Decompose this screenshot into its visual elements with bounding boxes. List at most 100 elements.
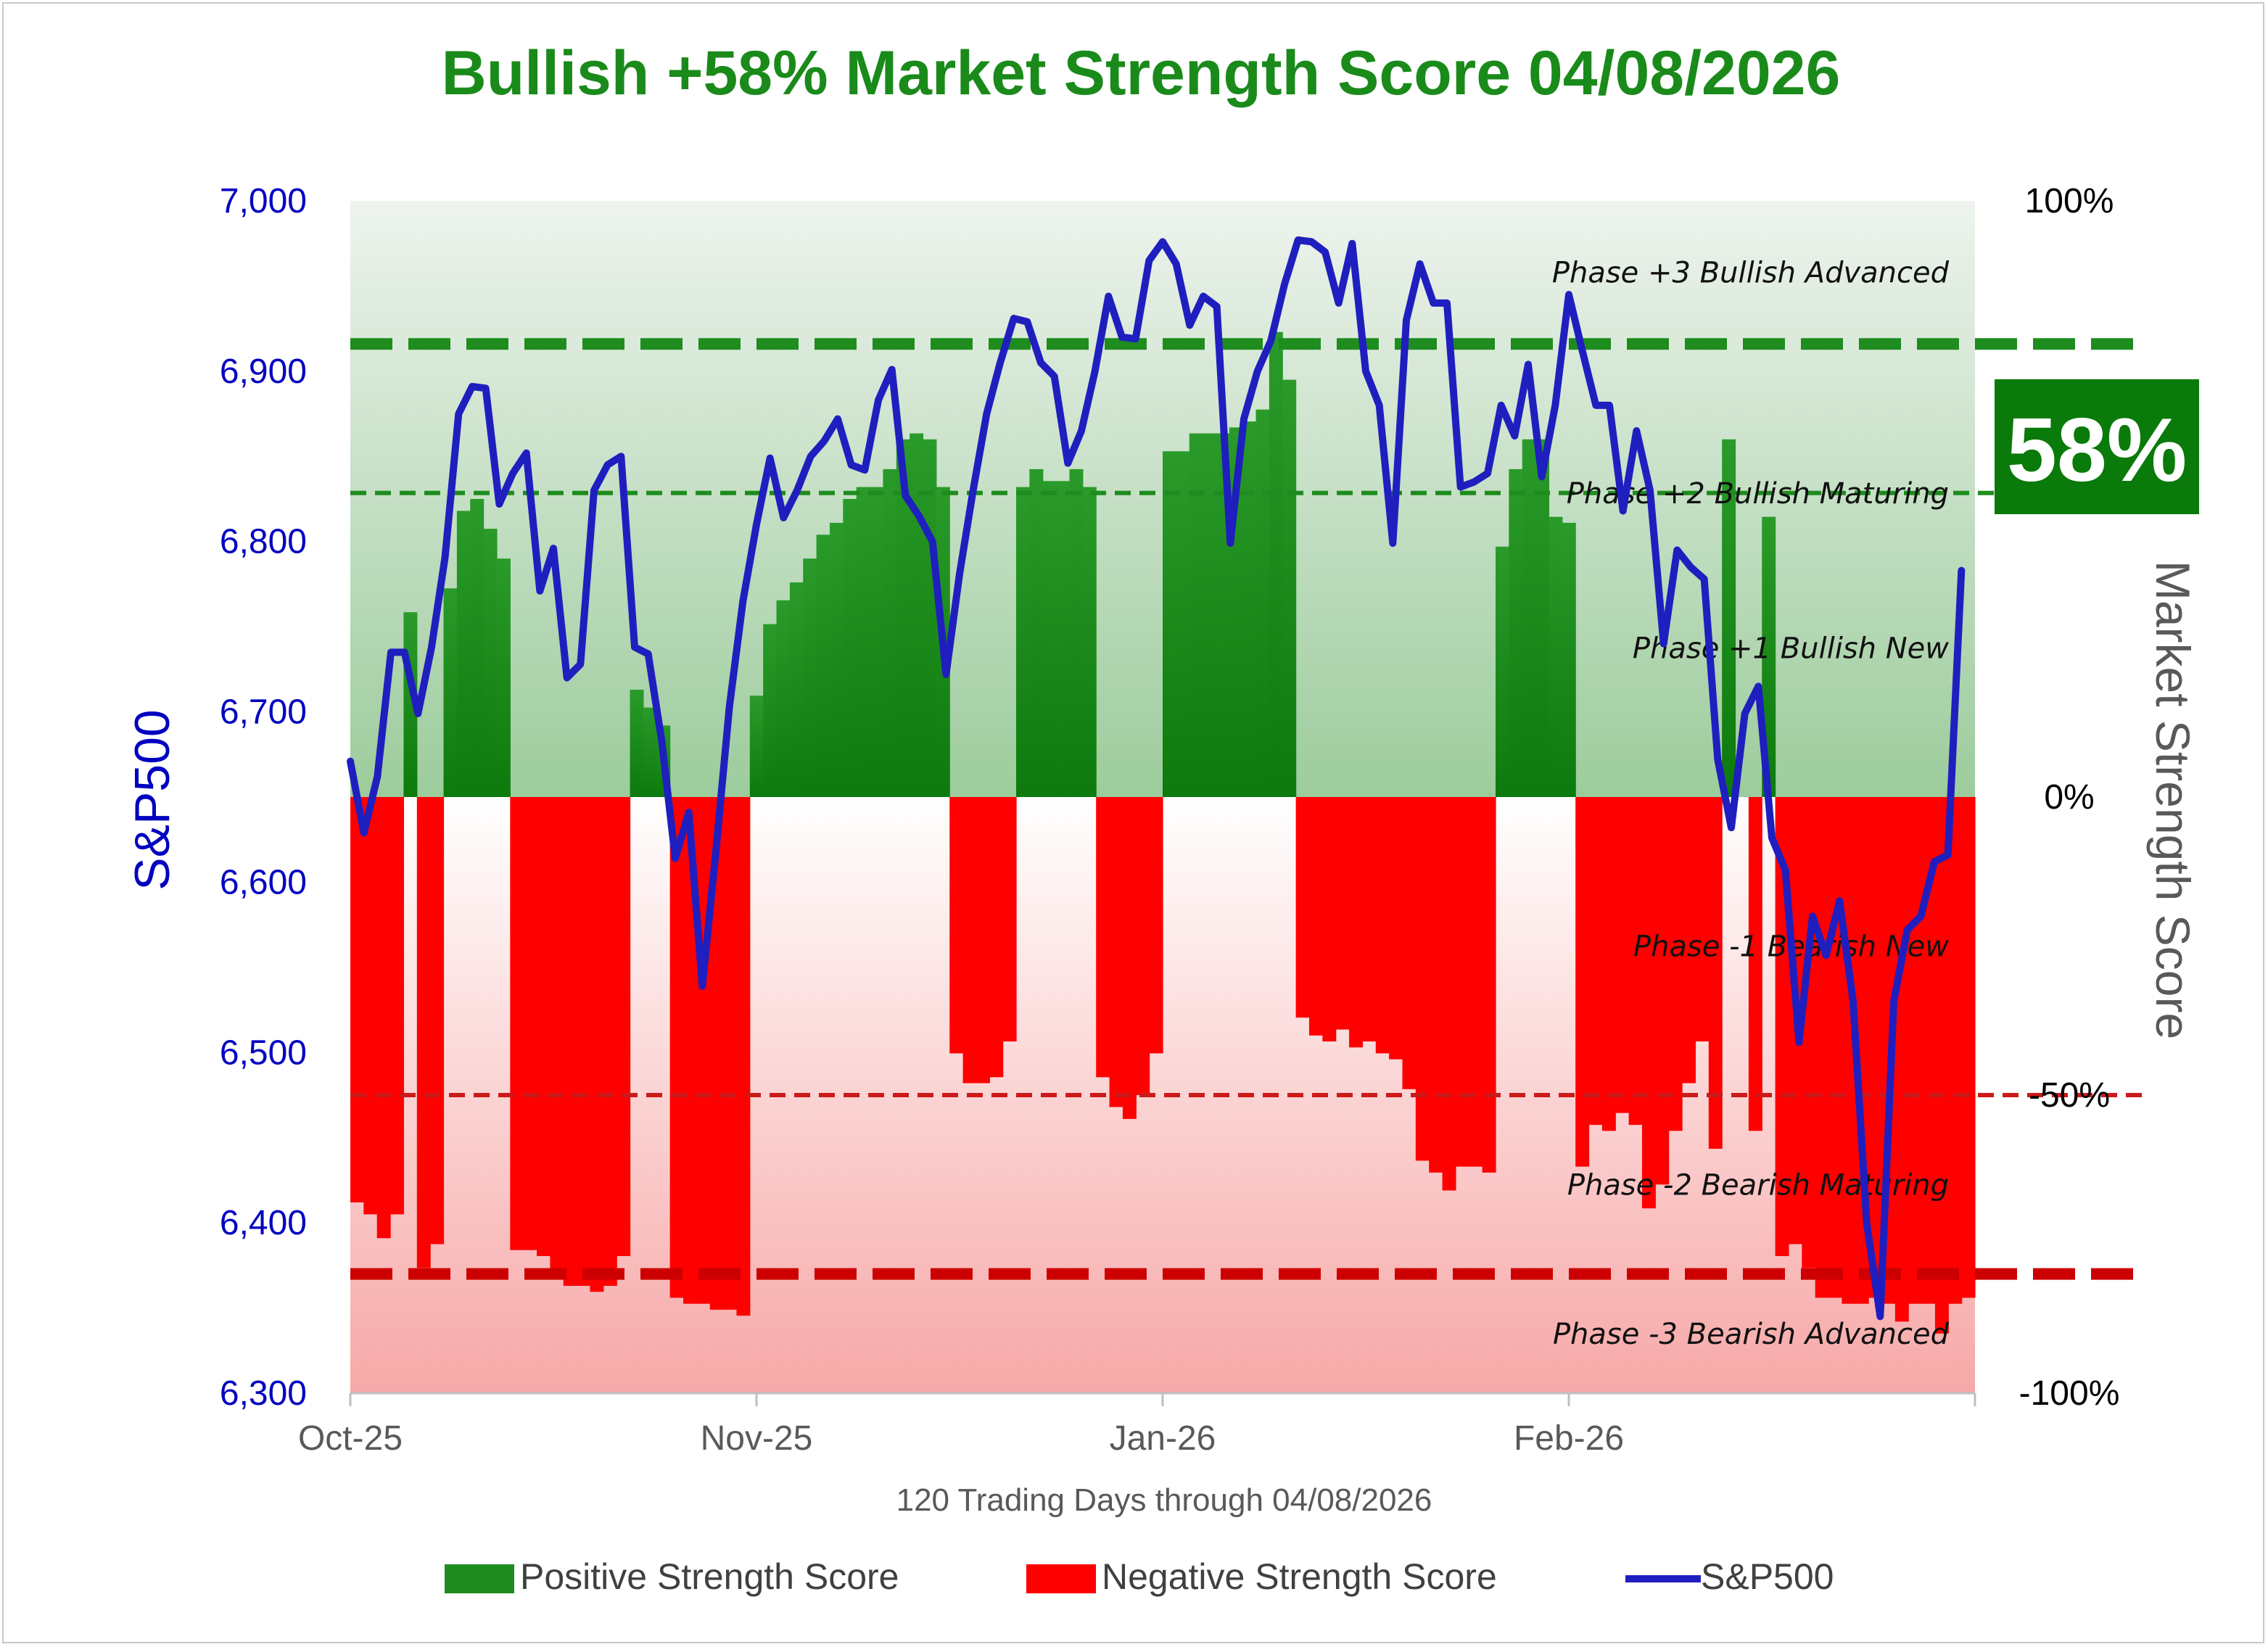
positive-score-bar xyxy=(1522,439,1536,797)
positive-score-bar xyxy=(1082,487,1097,797)
legend-swatch-negative xyxy=(1026,1564,1096,1593)
score-badge-background xyxy=(1995,379,2199,514)
x-axis-tick-label: Feb-26 xyxy=(1514,1419,1624,1458)
negative-score-bar xyxy=(363,797,378,1215)
negative-score-bar xyxy=(1868,797,1883,1298)
positive-score-bar xyxy=(856,487,870,797)
phase-label: Phase +1 Bullish New xyxy=(1633,632,1949,666)
positive-score-bar xyxy=(1562,522,1576,797)
negative-score-bar xyxy=(523,797,537,1250)
positive-score-bar xyxy=(776,600,791,797)
positive-score-bar xyxy=(443,588,458,797)
y2-axis-tick-label: 100% xyxy=(2025,182,2114,220)
negative-score-bar xyxy=(1815,797,1829,1298)
positive-score-bar xyxy=(763,624,778,797)
positive-score-bar xyxy=(749,695,764,797)
negative-score-bar xyxy=(1908,797,1923,1304)
positive-score-bar xyxy=(829,522,844,797)
positive-score-bar xyxy=(1189,433,1203,797)
sp500-line xyxy=(347,236,1966,1321)
phase-label: Phase +3 Bullish Advanced xyxy=(1552,257,1950,290)
negative-score-bar xyxy=(416,797,431,1268)
positive-score-bar xyxy=(789,582,804,797)
phase-threshold-lines xyxy=(350,338,2149,1280)
y-axis-tick-label: 6,700 xyxy=(220,693,307,732)
negative-score-bar xyxy=(537,797,551,1256)
x-axis-tick-label: Nov-25 xyxy=(701,1419,813,1458)
positive-score-bar xyxy=(1042,481,1057,797)
negative-score-bar xyxy=(709,797,724,1310)
negative-score-bar xyxy=(1615,797,1630,1113)
axes: 6,300 6,400 6,500 6,600 6,700 6,800 6,900 7,000… xyxy=(220,182,2120,1458)
negative-score-bar xyxy=(989,797,1004,1078)
negative-score-bar xyxy=(1415,797,1430,1161)
negative-score-bar xyxy=(1668,797,1683,1131)
negative-score-bar xyxy=(949,797,964,1054)
negative-score-bar xyxy=(1136,797,1150,1095)
negative-score-bar xyxy=(376,797,391,1239)
legend-swatch-positive xyxy=(445,1564,514,1593)
negative-score-bar xyxy=(736,797,751,1316)
positive-score-bar xyxy=(1496,546,1509,797)
positive-score-bar xyxy=(1203,433,1217,797)
negative-score-bar xyxy=(1921,797,1936,1304)
x-axis-tick-label: Oct-25 xyxy=(298,1419,403,1458)
positive-score-bar xyxy=(470,499,484,797)
positive-score-bar xyxy=(803,558,817,797)
negative-score-bar xyxy=(962,797,977,1083)
positive-score-bar xyxy=(483,529,498,797)
y-axis-tick-label: 6,800 xyxy=(220,523,307,561)
y-axis-tick-label: 6,500 xyxy=(220,1033,307,1072)
negative-score-bar xyxy=(669,797,684,1298)
positive-score-bar xyxy=(1255,409,1270,797)
strength-bars xyxy=(350,331,1976,1334)
positive-score-bar xyxy=(896,439,910,797)
negative-score-bar xyxy=(1894,797,1909,1322)
positive-score-bar xyxy=(1163,451,1176,797)
negative-score-bar xyxy=(1655,797,1670,1185)
positive-score-bar xyxy=(883,468,897,797)
negative-score-bar xyxy=(590,797,604,1292)
negative-score-bar xyxy=(1429,797,1443,1173)
y2-axis-title: Market Strength Score xyxy=(2146,561,2200,1039)
negative-score-bar xyxy=(603,797,617,1287)
positive-score-bar xyxy=(456,511,471,797)
x-axis-title: 120 Trading Days through 04/08/2026 xyxy=(896,1482,1432,1518)
negative-score-bar xyxy=(430,797,445,1244)
negative-score-bar xyxy=(1002,797,1017,1042)
negative-score-bar xyxy=(1375,797,1390,1054)
negative-score-bar xyxy=(723,797,738,1310)
negative-score-bar xyxy=(1149,797,1163,1054)
negative-score-bar xyxy=(617,797,631,1256)
negative-score-bar xyxy=(1295,797,1310,1018)
positive-score-bar xyxy=(1535,439,1550,797)
negative-score-bar xyxy=(1948,797,1963,1304)
y-axis-tick-label: 6,300 xyxy=(220,1374,307,1413)
positive-score-bar xyxy=(1509,468,1523,797)
positive-score-bar xyxy=(496,558,511,797)
negative-score-bar xyxy=(1961,797,1976,1298)
negative-score-bar xyxy=(1575,797,1590,1167)
positive-score-bar xyxy=(1269,331,1283,798)
y-axis-tick-label: 6,600 xyxy=(220,863,307,901)
legend-label-negative: Negative Strength Score xyxy=(1102,1556,1497,1597)
negative-score-bar xyxy=(683,797,697,1304)
negative-score-bar xyxy=(1335,797,1350,1030)
positive-score-bar xyxy=(843,499,857,797)
negative-score-bar xyxy=(1748,797,1762,1131)
positive-score-bar xyxy=(870,487,884,797)
negative-score-bar xyxy=(1096,797,1110,1078)
negative-score-bar xyxy=(1442,797,1456,1191)
positive-score-bar xyxy=(1549,516,1563,797)
positive-score-bar xyxy=(630,690,644,797)
y-axis-tick-label: 6,400 xyxy=(220,1204,307,1242)
chart-title: Bullish +58% Market Strength Score 04/08… xyxy=(442,38,1841,108)
negative-score-bar xyxy=(1588,797,1603,1126)
negative-score-bar xyxy=(563,797,577,1287)
positive-score-bar xyxy=(1176,451,1190,797)
positive-score-bar xyxy=(1069,468,1084,797)
positive-score-bar xyxy=(910,433,924,797)
negative-score-bar xyxy=(1628,797,1643,1126)
